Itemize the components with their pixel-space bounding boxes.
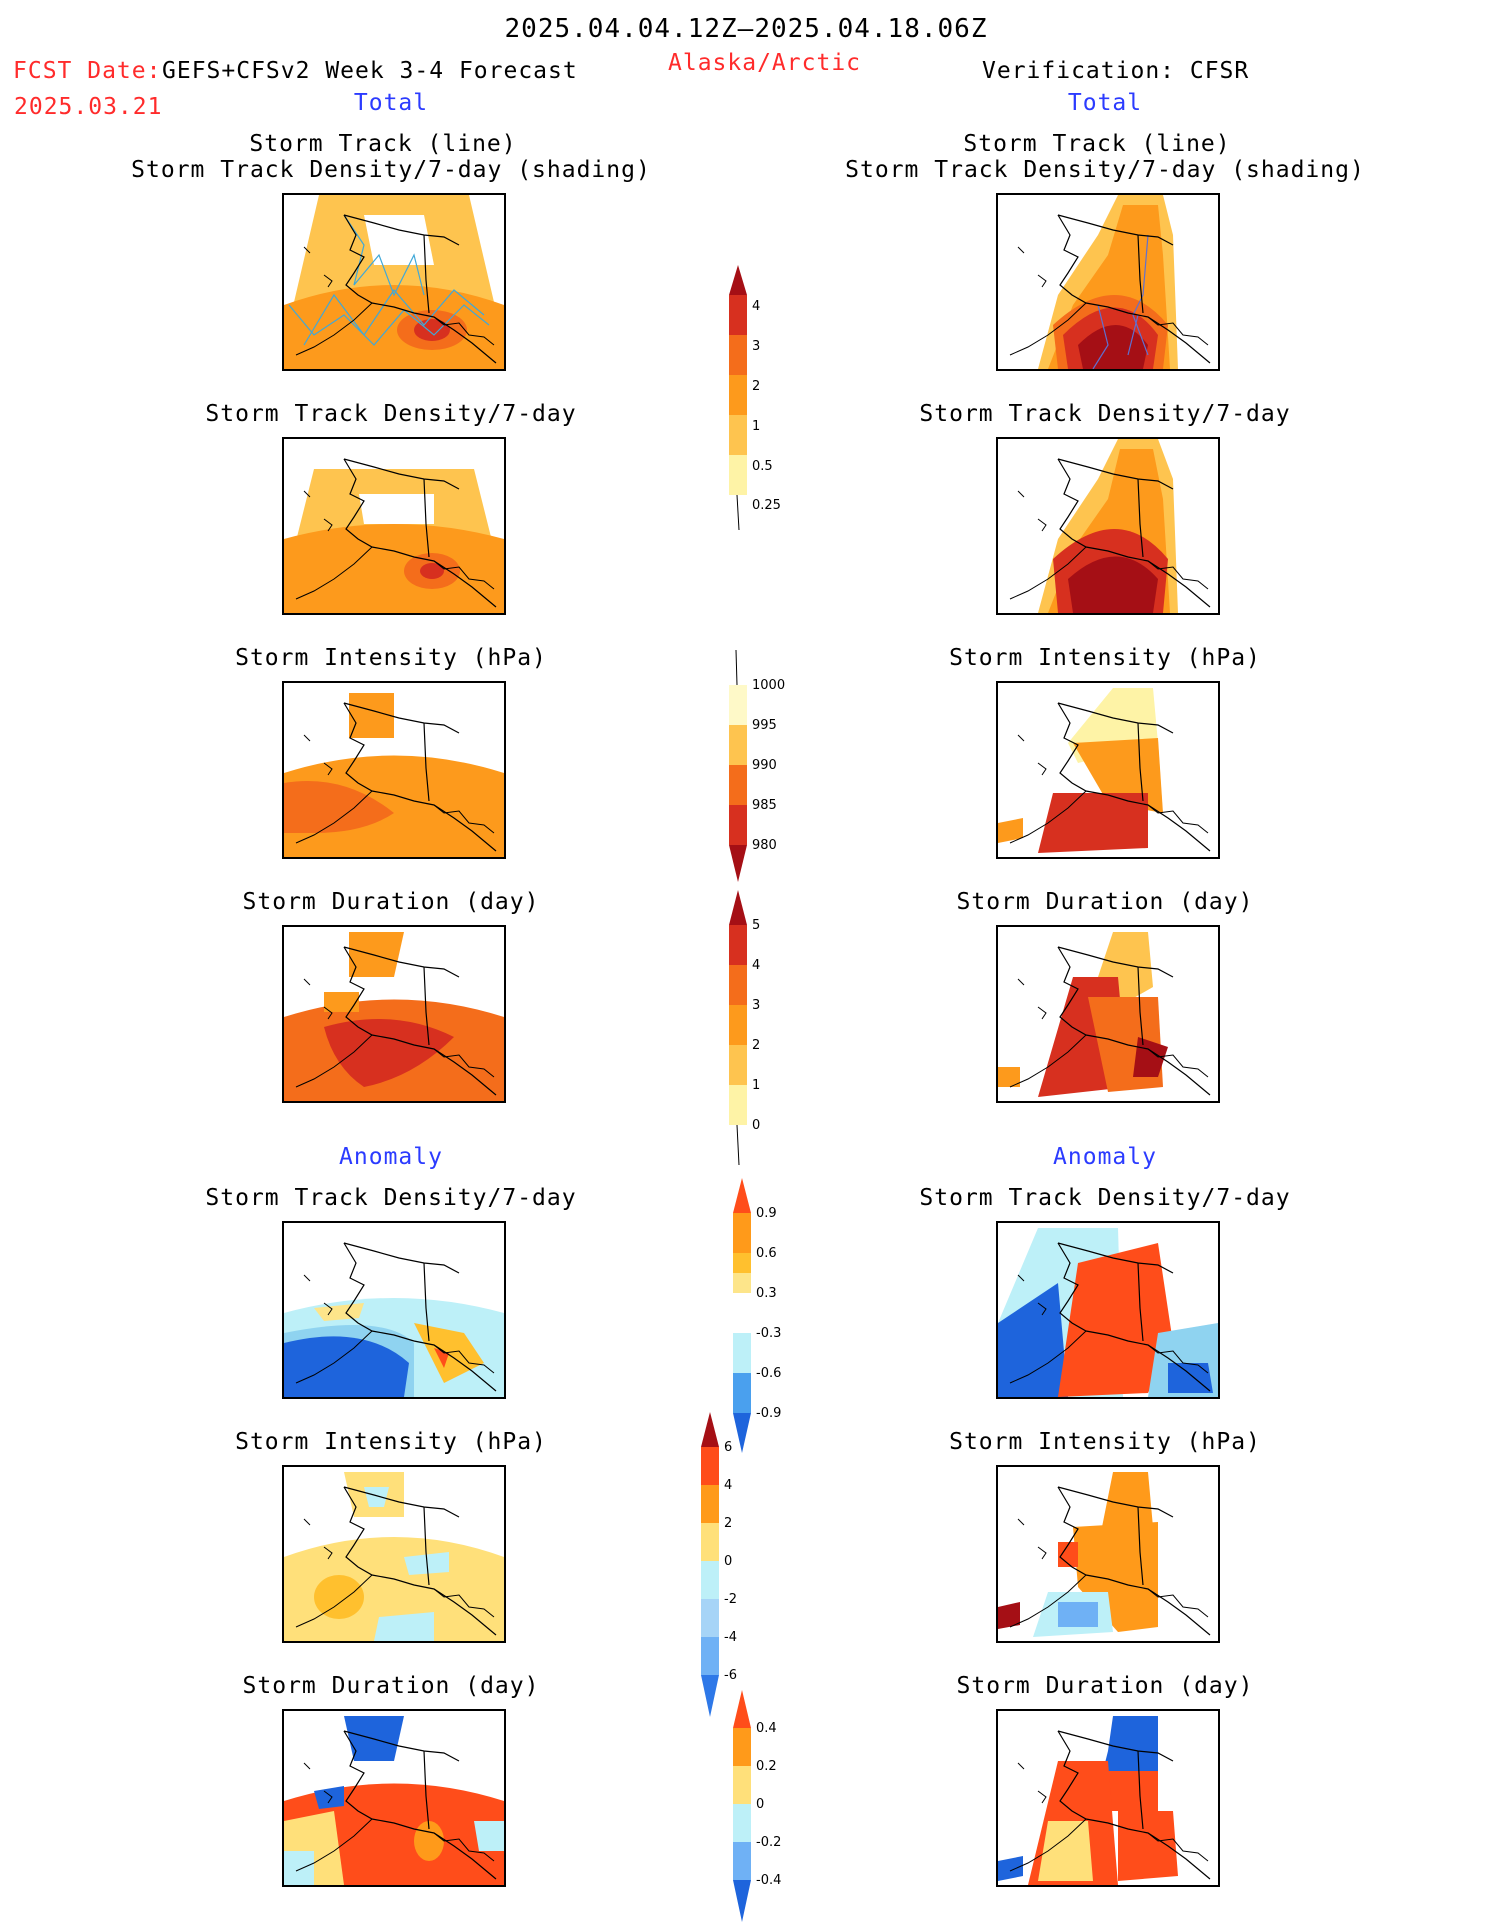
tick-label: 0.5 [752, 459, 773, 474]
tick-label: -4 [724, 1630, 737, 1645]
region-title: Alaska/Arctic [668, 50, 862, 76]
tick-label: 3 [752, 998, 760, 1013]
title-density-left: Storm Track Density/7-day [205, 401, 577, 427]
title-track-shading-left: Storm Track Density/7-day (shading) [131, 157, 651, 183]
title-anom-density-right: Storm Track Density/7-day [919, 1185, 1291, 1211]
map-intensity-verification [996, 681, 1220, 859]
title-anom-intensity-right: Storm Intensity (hPa) [949, 1429, 1261, 1455]
colorbar-intensity-anomaly: 6 4 2 0 -2 -4 -6 [696, 1412, 776, 1732]
tick-label: 995 [752, 718, 777, 733]
tick-label: 0.6 [756, 1246, 777, 1261]
map-duration-verification [996, 925, 1220, 1103]
map-density-verification [996, 437, 1220, 615]
total-label-left: Total [353, 90, 429, 116]
map-track-forecast [282, 193, 506, 371]
tick-label: 2 [752, 1038, 760, 1053]
tick-label: 2 [752, 379, 760, 394]
tick-label: -0.9 [756, 1406, 781, 1421]
title-track-line-right: Storm Track (line) [963, 131, 1231, 157]
title-anom-density-left: Storm Track Density/7-day [205, 1185, 577, 1211]
tick-label: -0.4 [756, 1873, 781, 1888]
map-anom-duration-forecast [282, 1709, 506, 1887]
tick-label: 4 [752, 958, 760, 973]
model-title: GEFS+CFSv2 Week 3-4 Forecast [162, 58, 578, 84]
fcst-label: FCST Date: [13, 58, 162, 84]
tick-label: -0.3 [756, 1326, 781, 1341]
map-anom-duration-verification [996, 1709, 1220, 1887]
tick-label: 2 [724, 1516, 732, 1531]
tick-label: 0.9 [756, 1206, 777, 1221]
map-anom-intensity-verification [996, 1465, 1220, 1643]
title-anom-duration-left: Storm Duration (day) [242, 1673, 540, 1699]
tick-label: 985 [752, 798, 777, 813]
title-track-shading-right: Storm Track Density/7-day (shading) [845, 157, 1365, 183]
date-range-title: 2025.04.04.12Z–2025.04.18.06Z [504, 14, 988, 44]
map-anom-density-forecast [282, 1221, 506, 1399]
title-track-line-left: Storm Track (line) [249, 131, 517, 157]
colorbar-duration-anomaly: 0.4 0.2 0 -0.2 -0.4 [728, 1690, 808, 1930]
map-duration-forecast [282, 925, 506, 1103]
tick-label: 4 [752, 299, 760, 314]
tick-label: -0.2 [756, 1835, 781, 1850]
map-density-forecast [282, 437, 506, 615]
tick-label: -0.6 [756, 1366, 781, 1381]
colorbar-intensity-total: 1000 995 990 985 980 [724, 649, 804, 890]
tick-label: 0.3 [756, 1286, 777, 1301]
title-density-right: Storm Track Density/7-day [919, 401, 1291, 427]
colorbar-density-total: 4 3 2 1 0.5 0.25 [724, 265, 804, 545]
tick-label: 6 [724, 1440, 732, 1455]
tick-label: -2 [724, 1592, 737, 1607]
tick-label: 0 [752, 1118, 760, 1133]
tick-label: 1 [752, 1078, 760, 1093]
anomaly-label-left: Anomaly [339, 1144, 443, 1170]
tick-label: 0.2 [756, 1759, 777, 1774]
colorbar-density-anomaly: 0.9 0.6 0.3 -0.3 -0.6 -0.9 [728, 1178, 808, 1458]
fcst-date: 2025.03.21 [14, 94, 163, 120]
tick-label: 1 [752, 419, 760, 434]
map-intensity-forecast [282, 681, 506, 859]
map-anom-intensity-forecast [282, 1465, 506, 1643]
colorbar-duration-total: 5 4 3 2 1 0 [724, 890, 804, 1175]
verification-title: Verification: CFSR [982, 58, 1250, 84]
tick-label: 990 [752, 758, 777, 773]
title-duration-left: Storm Duration (day) [242, 889, 540, 915]
title-anom-duration-right: Storm Duration (day) [956, 1673, 1254, 1699]
map-anom-density-verification [996, 1221, 1220, 1399]
title-intensity-left: Storm Intensity (hPa) [235, 645, 547, 671]
anomaly-label-right: Anomaly [1053, 1144, 1157, 1170]
map-track-verification [996, 193, 1220, 371]
title-anom-intensity-left: Storm Intensity (hPa) [235, 1429, 547, 1455]
tick-label: 0.25 [752, 498, 781, 513]
tick-label: 5 [752, 918, 760, 933]
tick-label: -6 [724, 1668, 737, 1683]
tick-label: 980 [752, 838, 777, 853]
tick-label: 0 [724, 1554, 732, 1569]
title-intensity-right: Storm Intensity (hPa) [949, 645, 1261, 671]
total-label-right: Total [1067, 90, 1143, 116]
tick-label: 4 [724, 1478, 732, 1493]
tick-label: 1000 [752, 678, 785, 693]
tick-label: 0.4 [756, 1721, 777, 1736]
tick-label: 3 [752, 339, 760, 354]
tick-label: 0 [756, 1797, 764, 1812]
title-duration-right: Storm Duration (day) [956, 889, 1254, 915]
